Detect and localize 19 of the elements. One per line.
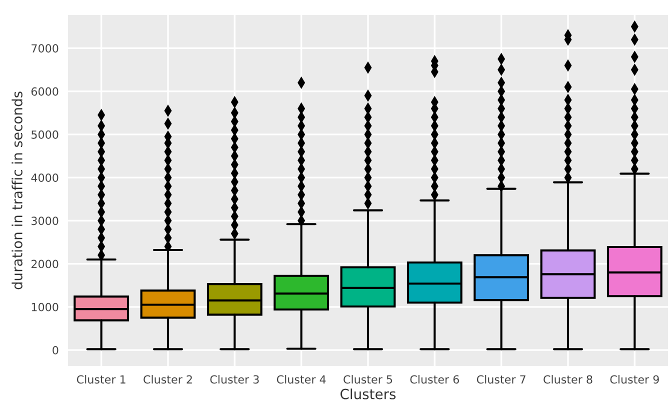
x-tick-label: Cluster 5 [344,375,392,384]
y-tick-label: 7000 [32,44,58,53]
x-tick-label: Cluster 3 [210,375,259,384]
y-tick-label: 2000 [32,260,58,268]
y-tick-label: 0 [52,346,58,354]
y-tick-label: 3000 [32,216,58,226]
x-tick-label: Cluster 8 [544,375,592,384]
y-tick-label: 5000 [32,130,58,139]
x-tick-label: Cluster 4 [276,375,326,384]
x-tick-label: Cluster 2 [144,375,192,384]
x-tick-label: Cluster 9 [610,375,659,384]
x-axis-title: Clusters [340,388,396,400]
y-tick-label: 4000 [31,174,58,182]
x-tick-label: Cluster 7 [476,375,526,384]
y-tick-label: 1000 [32,302,58,312]
y-axis-title: duration in traffic in seconds [12,92,22,290]
y-tick-label: 6000 [31,87,58,96]
x-tick-label: Cluster 1 [76,375,126,384]
x-tick-label: Cluster 6 [410,375,459,384]
